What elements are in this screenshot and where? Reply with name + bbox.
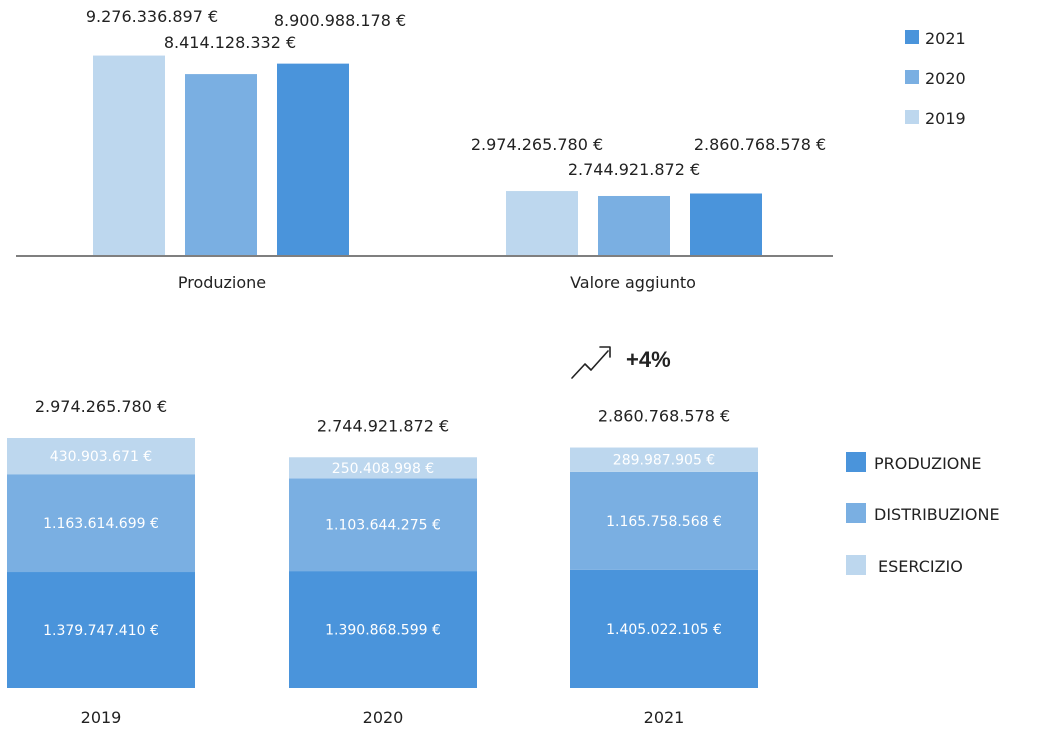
stack-segment-2019-esercizio	[7, 438, 195, 475]
total-label: 2.860.768.578 €	[598, 407, 730, 426]
legend-swatch-2020	[905, 70, 919, 84]
data-label: 2.974.265.780 €	[471, 135, 603, 154]
data-label: 8.900.988.178 €	[274, 11, 406, 30]
legend-swatch-2019	[905, 110, 919, 124]
stacked-bar-chart: 1.379.747.410 € 1.163.614.699 € 430.903.67…	[7, 346, 1000, 727]
stack-segment-2021-distribuzione	[570, 471, 758, 570]
legend-label-2020: 2020	[925, 69, 966, 88]
data-label: 9.276.336.897 €	[86, 7, 218, 26]
stack-segment-2021-esercizio	[570, 447, 758, 472]
bar-valore-aggiunto-2019	[506, 191, 578, 255]
grouped-bar-chart: 9.276.336.897 € 2.974.265.780 € 8.414.128.…	[16, 7, 966, 292]
stack-segment-2019-distribuzione	[7, 474, 195, 573]
category-label: Produzione	[178, 273, 266, 292]
bar-valore-aggiunto-2020	[598, 195, 670, 255]
category-label: 2020	[363, 708, 404, 727]
stack-segment-2020-distribuzione	[289, 478, 477, 572]
data-label: 2.744.921.872 €	[568, 160, 700, 179]
legend-swatch-esercizio	[846, 555, 866, 575]
legend-swatch-produzione	[846, 452, 866, 472]
trend-line-path	[571, 350, 609, 379]
growth-label: +4%	[626, 347, 671, 372]
legend-label-distribuzione: DISTRIBUZIONE	[874, 505, 1000, 524]
legend-label-esercizio: ESERCIZIO	[878, 557, 963, 576]
total-label: 2.744.921.872 €	[317, 416, 449, 435]
legend-label-2021: 2021	[925, 29, 966, 48]
category-label: 2019	[81, 708, 122, 727]
data-label: 8.414.128.332 €	[164, 33, 296, 52]
bar-produzione-2021	[277, 63, 349, 255]
segment-label: 1.103.644.275 €	[325, 518, 441, 534]
stack-segment-2021-produzione	[570, 569, 758, 688]
segment-label: 1.379.747.410 €	[43, 623, 159, 639]
bar-valore-aggiunto-2021	[690, 193, 762, 255]
legend-label-2019: 2019	[925, 109, 966, 128]
data-label: 2.860.768.578 €	[694, 135, 826, 154]
bar-produzione-2019	[93, 55, 165, 255]
stack-segment-2020-produzione	[289, 571, 477, 688]
segment-label: 430.903.671 €	[50, 449, 152, 465]
legend-swatch-distribuzione	[846, 503, 866, 523]
category-label: 2021	[644, 708, 685, 727]
segment-label: 250.408.998 €	[332, 461, 434, 477]
stack-segment-2019-produzione	[7, 572, 195, 688]
total-label: 2.974.265.780 €	[35, 397, 167, 416]
stack-segment-2020-esercizio	[289, 457, 477, 479]
trend-up-icon	[571, 346, 611, 379]
category-label: Valore aggiunto	[570, 273, 696, 292]
segment-label: 1.163.614.699 €	[43, 516, 159, 532]
segment-label: 1.390.868.599 €	[325, 623, 441, 639]
segment-label: 1.165.758.568 €	[606, 514, 722, 530]
legend-swatch-2021	[905, 30, 919, 44]
bar-produzione-2020	[185, 74, 257, 255]
trend-arrow-head	[599, 346, 611, 358]
segment-label: 289.987.905 €	[613, 453, 715, 469]
legend-label-produzione: PRODUZIONE	[874, 454, 981, 473]
segment-label: 1.405.022.105 €	[606, 622, 722, 638]
